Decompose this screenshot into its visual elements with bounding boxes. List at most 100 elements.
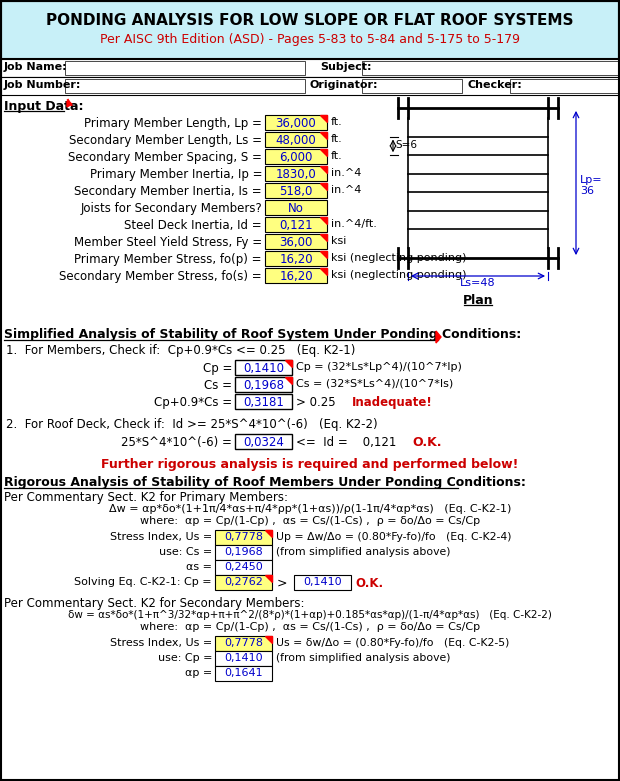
Bar — [215, 575, 272, 590]
Text: 0,2762: 0,2762 — [224, 577, 263, 587]
Polygon shape — [320, 132, 327, 139]
Text: ksi (neglecting ponding): ksi (neglecting ponding) — [331, 270, 466, 280]
Text: Checker:: Checker: — [468, 80, 523, 90]
Text: PONDING ANALYSIS FOR LOW SLOPE OR FLAT ROOF SYSTEMS: PONDING ANALYSIS FOR LOW SLOPE OR FLAT R… — [46, 13, 574, 28]
Text: Δw = αp*δo*(1+1π/4*αs+π/4*ρp*(1+αs))/ρ(1-1π/4*αp*αs)   (Eq. C-K2-1): Δw = αp*δo*(1+1π/4*αs+π/4*ρp*(1+αs))/ρ(1… — [109, 504, 511, 514]
Bar — [294, 575, 351, 590]
Bar — [235, 394, 292, 409]
Text: Cs =: Cs = — [204, 379, 232, 392]
Text: S=6: S=6 — [395, 140, 417, 150]
Polygon shape — [285, 360, 292, 367]
Text: 25*S^4*10^(-6) =: 25*S^4*10^(-6) = — [121, 436, 232, 449]
Bar — [65, 61, 305, 75]
Text: 6,000: 6,000 — [280, 151, 312, 164]
Text: Simplified Analysis of Stability of Roof System Under Ponding Conditions:: Simplified Analysis of Stability of Roof… — [4, 328, 521, 341]
Text: 48,000: 48,000 — [276, 134, 316, 147]
Text: O.K.: O.K. — [355, 577, 383, 590]
Text: ksi (neglecting ponding): ksi (neglecting ponding) — [331, 253, 466, 263]
Text: No: No — [288, 202, 304, 215]
Text: Up = Δw/Δo = (0.80*Fy-fo)/fo   (Eq. C-K2-4): Up = Δw/Δo = (0.80*Fy-fo)/fo (Eq. C-K2-4… — [276, 532, 511, 542]
Text: Lp=: Lp= — [580, 175, 603, 185]
Text: 16,20: 16,20 — [279, 270, 313, 283]
Text: Stress Index, Us =: Stress Index, Us = — [110, 532, 212, 542]
Polygon shape — [320, 183, 327, 190]
Polygon shape — [320, 234, 327, 241]
Text: 0,1410: 0,1410 — [224, 653, 263, 663]
Bar — [265, 234, 327, 249]
Text: Joists for Secondary Members?: Joists for Secondary Members? — [80, 202, 262, 215]
Polygon shape — [265, 530, 272, 537]
Text: 0,1968: 0,1968 — [243, 379, 284, 392]
Text: ft.: ft. — [331, 151, 343, 161]
Polygon shape — [285, 377, 292, 384]
Text: Cp+0.9*Cs =: Cp+0.9*Cs = — [154, 396, 232, 409]
Bar — [265, 200, 327, 215]
Text: 36: 36 — [580, 186, 594, 196]
Text: 0,1410: 0,1410 — [243, 362, 284, 375]
Text: 1830,0: 1830,0 — [276, 168, 316, 181]
Text: where:  αp = Cp/(1-Cp) ,  αs = Cs/(1-Cs) ,  ρ = δo/Δo = Cs/Cp: where: αp = Cp/(1-Cp) , αs = Cs/(1-Cs) ,… — [140, 622, 480, 632]
Bar — [265, 166, 327, 181]
Bar — [362, 79, 462, 93]
Polygon shape — [320, 115, 327, 122]
Text: Stress Index, Us =: Stress Index, Us = — [110, 638, 212, 648]
Text: Inadequate!: Inadequate! — [352, 396, 433, 409]
Text: 0,2450: 0,2450 — [224, 562, 263, 572]
Text: Per AISC 9th Edition (ASD) - Pages 5-83 to 5-84 and 5-175 to 5-179: Per AISC 9th Edition (ASD) - Pages 5-83 … — [100, 33, 520, 46]
Text: ft.: ft. — [331, 117, 343, 127]
Text: >: > — [277, 577, 288, 590]
Text: Steel Deck Inertia, Id =: Steel Deck Inertia, Id = — [125, 219, 262, 232]
Text: 0,1641: 0,1641 — [224, 668, 263, 678]
Text: Member Steel Yield Stress, Fy =: Member Steel Yield Stress, Fy = — [74, 236, 262, 249]
Bar — [215, 545, 272, 560]
Bar — [362, 61, 618, 75]
Bar — [265, 132, 327, 147]
Text: ksi: ksi — [331, 236, 347, 246]
Text: ft.: ft. — [331, 134, 343, 144]
Text: Primary Member Stress, fo(p) =: Primary Member Stress, fo(p) = — [74, 253, 262, 266]
Bar — [1, 95, 619, 96]
Text: (from simplified analysis above): (from simplified analysis above) — [276, 547, 451, 557]
Text: Secondary Member Stress, fo(s) =: Secondary Member Stress, fo(s) = — [60, 270, 262, 283]
Text: 0,3181: 0,3181 — [243, 396, 284, 409]
Bar — [510, 79, 618, 93]
Text: 518,0: 518,0 — [280, 185, 312, 198]
Text: where:  αp = Cp/(1-Cp) ,  αs = Cs/(1-Cs) ,  ρ = δo/Δo = Cs/Cp: where: αp = Cp/(1-Cp) , αs = Cs/(1-Cs) ,… — [140, 516, 480, 526]
Text: use: Cs =: use: Cs = — [159, 547, 212, 557]
Text: 0,7778: 0,7778 — [224, 532, 263, 542]
Text: Input Data:: Input Data: — [4, 100, 84, 113]
Bar — [1, 77, 619, 95]
Text: use: Cp =: use: Cp = — [157, 653, 212, 663]
Bar — [265, 251, 327, 266]
Polygon shape — [320, 166, 327, 173]
Polygon shape — [320, 268, 327, 275]
Text: <=  Id =    0,121: <= Id = 0,121 — [296, 436, 396, 449]
Text: Job Name:: Job Name: — [4, 62, 68, 72]
Bar — [215, 651, 272, 666]
Text: 0,1968: 0,1968 — [224, 547, 263, 557]
Text: Primary Member Inertia, Ip =: Primary Member Inertia, Ip = — [89, 168, 262, 181]
Text: in.^4/ft.: in.^4/ft. — [331, 219, 377, 229]
Text: Cp = (32*Ls*Lp^4)/(10^7*Ip): Cp = (32*Ls*Lp^4)/(10^7*Ip) — [296, 362, 462, 372]
Text: in.^4: in.^4 — [331, 168, 361, 178]
Text: Rigorous Analysis of Stability of Roof Members Under Ponding Conditions:: Rigorous Analysis of Stability of Roof M… — [4, 476, 526, 489]
Bar — [1, 1, 619, 59]
Bar — [265, 268, 327, 283]
Text: Originator:: Originator: — [310, 80, 378, 90]
Text: Cp =: Cp = — [203, 362, 232, 375]
Text: 16,20: 16,20 — [279, 253, 313, 266]
Text: Plan: Plan — [463, 294, 494, 307]
Bar — [235, 360, 292, 375]
Bar — [1, 59, 619, 77]
Polygon shape — [265, 636, 272, 643]
Text: Per Commentary Sect. K2 for Primary Members:: Per Commentary Sect. K2 for Primary Memb… — [4, 491, 288, 504]
Text: Job Number:: Job Number: — [4, 80, 81, 90]
Text: Secondary Member Spacing, S =: Secondary Member Spacing, S = — [68, 151, 262, 164]
Text: 36,00: 36,00 — [280, 236, 312, 249]
Text: > 0.25: > 0.25 — [296, 396, 335, 409]
Bar — [265, 149, 327, 164]
Polygon shape — [67, 101, 72, 107]
Text: αp =: αp = — [185, 668, 212, 678]
Text: O.K.: O.K. — [412, 436, 441, 449]
Text: Us = δw/Δo = (0.80*Fy-fo)/fo   (Eq. C-K2-5): Us = δw/Δo = (0.80*Fy-fo)/fo (Eq. C-K2-5… — [276, 638, 510, 648]
